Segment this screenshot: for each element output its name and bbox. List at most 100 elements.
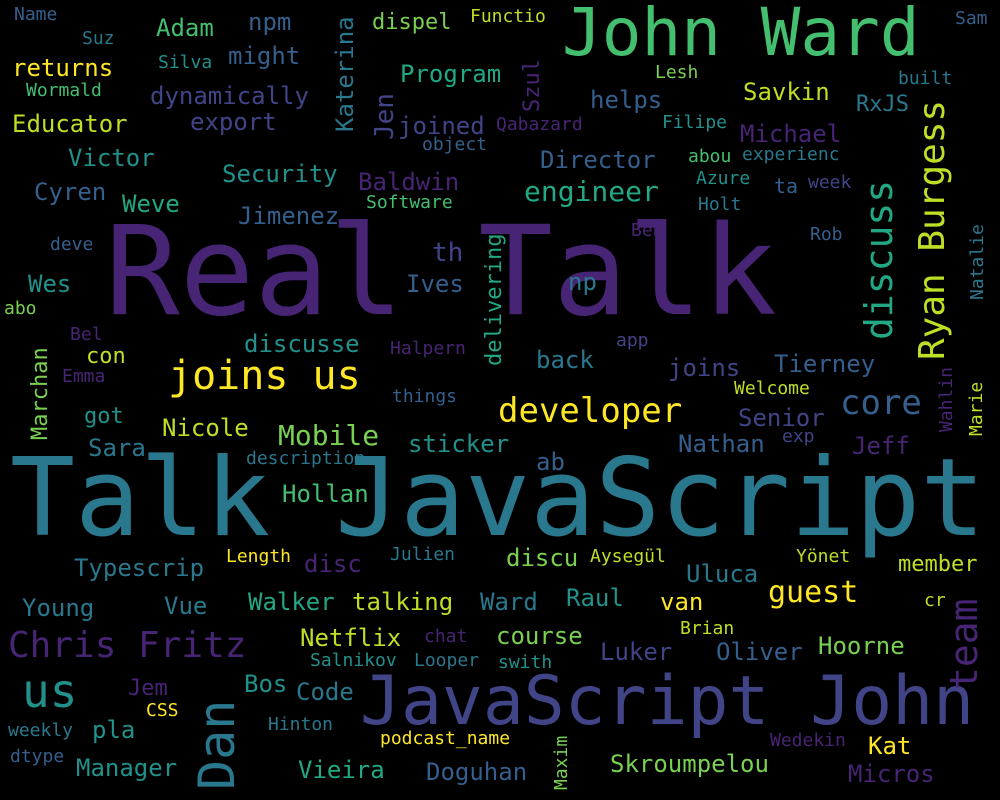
word-deve: deve	[50, 234, 94, 255]
word-security: Security	[222, 160, 338, 188]
word-skroumpelou: Skroumpelou	[610, 750, 769, 778]
word-jimenez: Jimenez	[238, 202, 340, 230]
word-bel: Bel	[70, 324, 103, 345]
word-salnikov: Salnikov	[310, 650, 397, 671]
word-returns: returns	[12, 54, 114, 82]
word-silva: Silva	[158, 52, 213, 73]
word-pla: pla	[92, 716, 136, 744]
word-kat: Kat	[868, 732, 912, 760]
word-th: th	[432, 238, 464, 268]
word-nicole: Nicole	[162, 414, 249, 442]
word-built: built	[898, 68, 953, 89]
word-typescrip: Typescrip	[74, 554, 205, 582]
word-luker: Luker	[600, 638, 673, 666]
word-talking: talking	[352, 588, 454, 616]
word-app: app	[616, 330, 649, 351]
word-dynamically: dynamically	[150, 82, 309, 110]
word-baldwin: Baldwin	[358, 168, 460, 196]
word-mobile: Mobile	[278, 419, 380, 452]
word-joined: joined	[398, 112, 485, 140]
word-aysegul: Aysegül	[590, 546, 666, 567]
word-senior: Senior	[738, 404, 825, 432]
word-ab: ab	[536, 448, 565, 476]
word-software: Software	[366, 192, 453, 213]
word-halpern: Halpern	[390, 338, 466, 359]
word-nathan: Nathan	[678, 430, 765, 458]
word-educator: Educator	[12, 110, 128, 138]
word-emma: Emma	[62, 366, 106, 387]
word-discuss: discuss	[857, 179, 901, 340]
word-suz: Suz	[82, 28, 115, 49]
word-functio: Functio	[470, 6, 546, 27]
word-jeff: Jeff	[852, 432, 910, 460]
word-us: us	[22, 664, 78, 718]
word-lesh: Lesh	[655, 62, 699, 83]
word-length: Length	[226, 546, 292, 567]
word-sam: Sam	[955, 8, 988, 29]
word-van: van	[660, 588, 704, 616]
word-netflix: Netflix	[300, 624, 402, 652]
word-team: team	[942, 598, 986, 690]
word-marchan: Marchan	[28, 347, 53, 440]
word-delivering: delivering	[482, 233, 507, 366]
word-dispel: dispel	[372, 10, 452, 35]
word-bos: Bos	[244, 670, 288, 698]
word-john-ward: John Ward	[562, 0, 920, 71]
word-wormald: Wormald	[26, 80, 102, 101]
word-victor: Victor	[68, 144, 155, 172]
word-brian: Brian	[680, 618, 735, 639]
word-rob: Rob	[810, 224, 843, 245]
word-azure: Azure	[696, 168, 751, 189]
word-experienc: experienc	[742, 144, 840, 165]
word-ryan-burgess: Ryan Burgess	[912, 99, 953, 360]
word-doguhan: Doguhan	[426, 758, 528, 786]
word-week: week	[808, 172, 852, 193]
word-welcome: Welcome	[734, 378, 810, 399]
word-qabazard: Qabazard	[496, 114, 583, 135]
word-cr: cr	[924, 590, 946, 611]
word-filipe: Filipe	[662, 112, 728, 133]
word-abo: abo	[4, 298, 37, 319]
word-ben: Ben	[631, 220, 664, 241]
word-course: course	[496, 622, 583, 650]
word-jem: Jem	[128, 676, 168, 701]
word-real-talk: Real Talk	[105, 200, 777, 344]
word-javascript-john: JavaScript John	[360, 662, 975, 741]
word-holt: Holt	[698, 194, 742, 215]
word-sticker: sticker	[408, 430, 510, 458]
word-core: core	[840, 383, 922, 423]
word-discusse: discusse	[244, 330, 360, 358]
word-walker: Walker	[248, 588, 335, 616]
word-sara: Sara	[88, 434, 146, 462]
word-ives: Ives	[406, 270, 464, 298]
word-ward: Ward	[480, 588, 538, 616]
word-jen: Jen	[370, 93, 400, 140]
word-marie: Marie	[966, 381, 987, 436]
word-hinton: Hinton	[268, 714, 334, 735]
word-helps: helps	[590, 86, 663, 114]
word-manager: Manager	[76, 754, 178, 782]
word-julien: Julien	[390, 544, 456, 565]
word-vieira: Vieira	[298, 756, 385, 784]
word-cyren: Cyren	[34, 178, 107, 206]
word-weekly: weekly	[8, 720, 74, 741]
word-engineer: engineer	[524, 175, 659, 208]
word-name: Name	[14, 4, 58, 25]
word-description: description	[246, 448, 366, 469]
word-disc: disc	[304, 550, 362, 578]
word-maxim: Maxim	[551, 735, 572, 790]
word-discu: discu	[506, 544, 579, 572]
word-michael: Michael	[740, 120, 842, 148]
word-things: things	[392, 386, 458, 407]
word-director: Director	[540, 146, 656, 174]
word-swith: swith	[498, 652, 553, 673]
word-dtype: dtype	[10, 746, 65, 767]
word-talk-javascript: Talk JavaScript	[10, 436, 986, 561]
word-css: CSS	[146, 700, 179, 721]
word-chat: chat	[424, 626, 468, 647]
word-vue: Vue	[164, 592, 208, 620]
word-ta: ta	[774, 174, 799, 198]
word-oliver: Oliver	[716, 638, 803, 666]
word-looper: Looper	[414, 650, 480, 671]
